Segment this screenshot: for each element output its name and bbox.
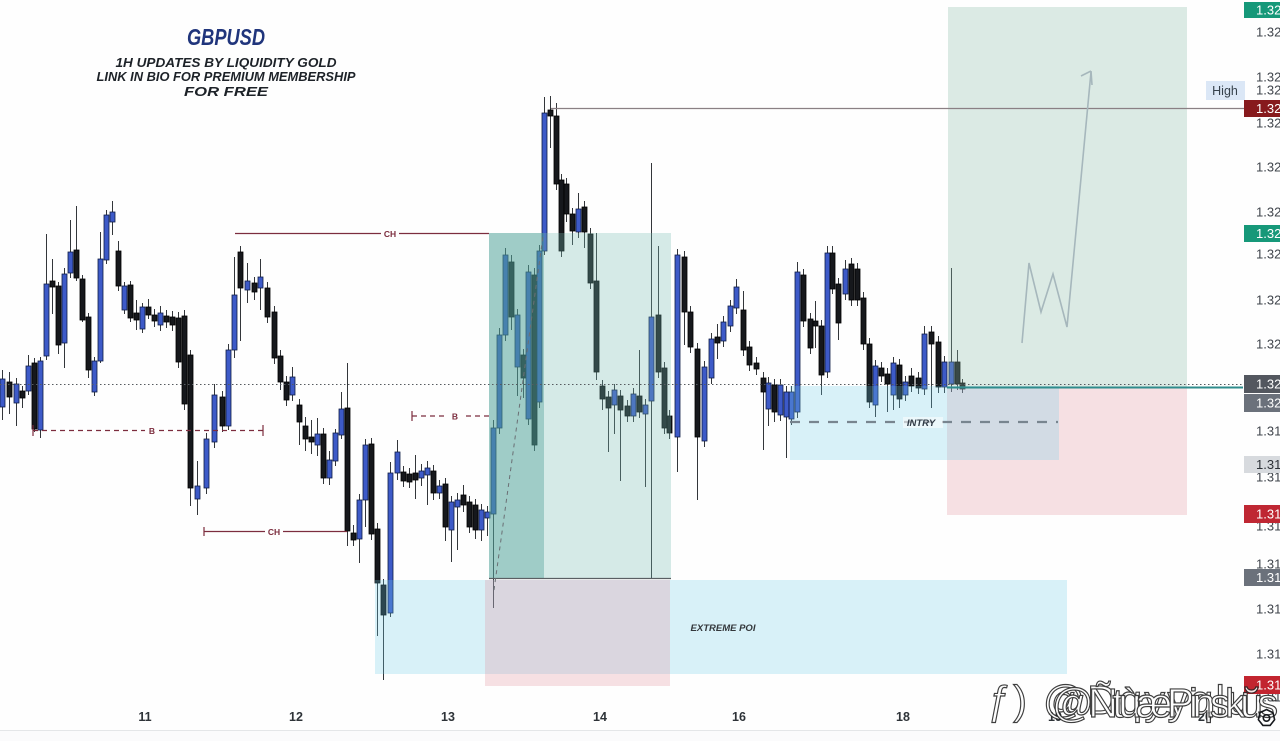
svg-text:20: 20 (1198, 710, 1212, 724)
svg-text:B: B (149, 426, 155, 436)
svg-text:INTRY: INTRY (907, 418, 937, 429)
svg-text:FOR FREE: FOR FREE (184, 85, 269, 99)
svg-text:1.32: 1.32 (1256, 377, 1280, 392)
svg-text:1.32: 1.32 (1256, 116, 1280, 131)
svg-text:1.32: 1.32 (1256, 70, 1280, 85)
svg-text:1.32: 1.32 (1256, 247, 1280, 262)
svg-text:ƒ) @Dqyyqlu: ƒ) @Dqyyqlu (988, 677, 1250, 723)
svg-text:1.32: 1.32 (1256, 160, 1280, 175)
svg-text:1.32: 1.32 (1256, 101, 1280, 116)
svg-text:14: 14 (593, 710, 607, 724)
svg-text:1.32: 1.32 (1256, 25, 1280, 40)
svg-text:CH: CH (268, 527, 280, 537)
svg-text:19: 19 (1048, 710, 1062, 724)
svg-text:1.32: 1.32 (1256, 293, 1280, 308)
svg-text:1.31: 1.31 (1256, 470, 1280, 485)
svg-text:1.31: 1.31 (1256, 457, 1280, 472)
svg-text:1.32: 1.32 (1256, 3, 1280, 18)
svg-text:1.31: 1.31 (1256, 678, 1280, 693)
svg-text:High: High (1212, 84, 1238, 98)
svg-text:1.32: 1.32 (1256, 205, 1280, 220)
svg-text:1.31: 1.31 (1256, 507, 1280, 522)
svg-text:1H UPDATES BY LIQUIDITY GOLD: 1H UPDATES BY LIQUIDITY GOLD (116, 56, 337, 70)
svg-text:1.31: 1.31 (1256, 647, 1280, 662)
svg-text:16: 16 (732, 710, 746, 724)
svg-text:LINK IN BIO FOR PREMIUM MEMBER: LINK IN BIO FOR PREMIUM MEMBERSHIP (97, 70, 357, 84)
svg-text:11: 11 (138, 710, 151, 724)
svg-text:1.32: 1.32 (1256, 396, 1280, 411)
svg-text:12: 12 (289, 710, 303, 724)
svg-text:EXTREME POI: EXTREME POI (691, 623, 756, 634)
svg-text:GBPUSD: GBPUSD (187, 24, 265, 50)
svg-text:CH: CH (384, 229, 396, 239)
svg-text:1.31: 1.31 (1256, 557, 1280, 572)
svg-text:18: 18 (896, 710, 910, 724)
svg-text:1.31: 1.31 (1256, 570, 1280, 585)
svg-text:B: B (452, 412, 458, 422)
svg-text:1.32: 1.32 (1256, 83, 1280, 98)
svg-text:1.32: 1.32 (1256, 337, 1280, 352)
svg-text:1.31: 1.31 (1256, 602, 1280, 617)
svg-text:1.31: 1.31 (1256, 424, 1280, 439)
svg-text:13: 13 (441, 710, 455, 724)
svg-text:@ÑtùæPinskŭs: @ÑtùæPinskŭs (1052, 680, 1278, 726)
svg-text:1.32: 1.32 (1256, 226, 1280, 241)
